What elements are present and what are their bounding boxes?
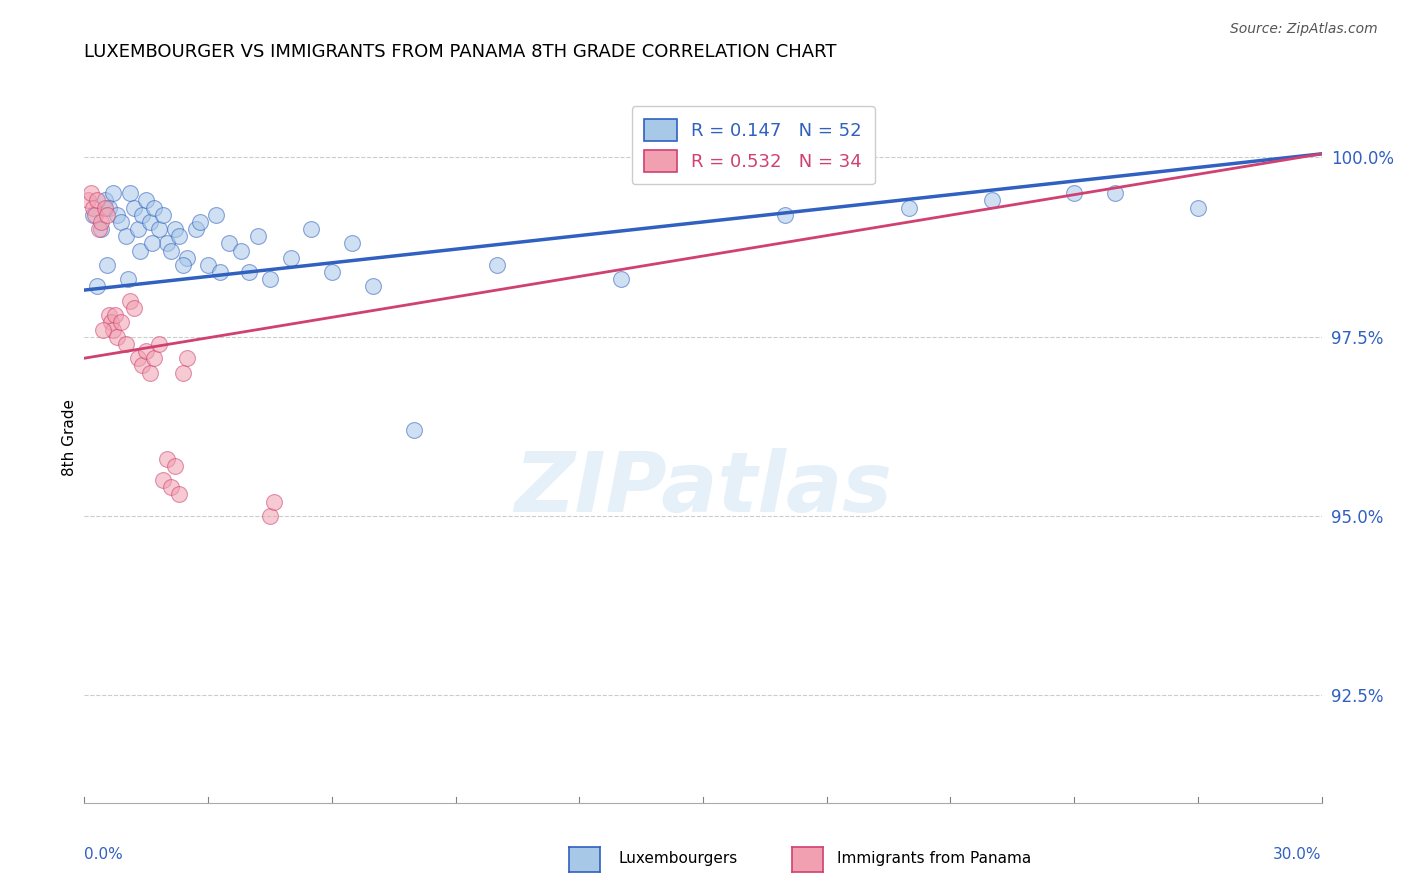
Point bbox=[103, 322, 125, 336]
Point bbox=[135, 344, 157, 359]
Point bbox=[167, 229, 190, 244]
Point bbox=[127, 351, 149, 366]
Point bbox=[122, 201, 145, 215]
Point bbox=[980, 194, 1002, 208]
Point bbox=[94, 201, 117, 215]
Point bbox=[148, 336, 170, 351]
Point bbox=[263, 494, 285, 508]
Point bbox=[96, 208, 118, 222]
Point bbox=[86, 194, 108, 208]
Point bbox=[1104, 186, 1126, 201]
Point bbox=[160, 244, 183, 258]
Point bbox=[1187, 201, 1209, 215]
Point bbox=[197, 258, 219, 272]
Point bbox=[105, 208, 128, 222]
Point bbox=[1063, 186, 1085, 201]
Point bbox=[90, 215, 112, 229]
Point bbox=[184, 222, 207, 236]
Point bbox=[361, 279, 384, 293]
Text: 30.0%: 30.0% bbox=[1274, 847, 1322, 862]
Point bbox=[139, 215, 162, 229]
Point bbox=[280, 251, 302, 265]
Point bbox=[110, 215, 132, 229]
Text: LUXEMBOURGER VS IMMIGRANTS FROM PANAMA 8TH GRADE CORRELATION CHART: LUXEMBOURGER VS IMMIGRANTS FROM PANAMA 8… bbox=[84, 44, 837, 62]
Point bbox=[131, 359, 153, 373]
Point bbox=[160, 480, 183, 494]
Point bbox=[176, 351, 198, 366]
Point bbox=[342, 236, 364, 251]
Text: Immigrants from Panama: Immigrants from Panama bbox=[837, 851, 1031, 865]
Point bbox=[104, 308, 127, 322]
Point bbox=[156, 236, 179, 251]
Point bbox=[83, 208, 105, 222]
Point bbox=[103, 186, 125, 201]
Point bbox=[143, 351, 166, 366]
Point bbox=[79, 186, 101, 201]
Point bbox=[205, 208, 228, 222]
Point bbox=[609, 272, 631, 286]
Point bbox=[259, 272, 281, 286]
Point bbox=[152, 208, 174, 222]
Point bbox=[898, 201, 921, 215]
Point bbox=[94, 194, 117, 208]
Point bbox=[118, 186, 141, 201]
Point bbox=[87, 222, 110, 236]
Point bbox=[100, 315, 122, 329]
Point bbox=[176, 251, 198, 265]
Point bbox=[218, 236, 240, 251]
Point bbox=[117, 272, 139, 286]
Point bbox=[96, 258, 118, 272]
Point bbox=[156, 451, 179, 466]
Point bbox=[105, 329, 128, 343]
Point bbox=[172, 366, 194, 380]
Point bbox=[118, 293, 141, 308]
Text: Luxembourgers: Luxembourgers bbox=[619, 851, 738, 865]
Point bbox=[152, 473, 174, 487]
Point bbox=[238, 265, 260, 279]
Point bbox=[114, 229, 136, 244]
Point bbox=[82, 208, 104, 222]
Point bbox=[259, 508, 281, 523]
Legend: R = 0.147   N = 52, R = 0.532   N = 34: R = 0.147 N = 52, R = 0.532 N = 34 bbox=[631, 106, 875, 185]
Point bbox=[122, 301, 145, 315]
Point bbox=[188, 215, 211, 229]
Y-axis label: 8th Grade: 8th Grade bbox=[62, 399, 77, 475]
Point bbox=[135, 194, 157, 208]
Point bbox=[82, 201, 104, 215]
Point bbox=[165, 458, 187, 473]
Text: ZIPatlas: ZIPatlas bbox=[515, 448, 891, 529]
Text: Source: ZipAtlas.com: Source: ZipAtlas.com bbox=[1230, 22, 1378, 37]
Point bbox=[90, 222, 112, 236]
Point bbox=[139, 366, 162, 380]
Point bbox=[209, 265, 232, 279]
Point bbox=[91, 322, 114, 336]
Point bbox=[143, 201, 166, 215]
Point bbox=[167, 487, 190, 501]
Point bbox=[141, 236, 163, 251]
Point bbox=[129, 244, 152, 258]
Point bbox=[485, 258, 508, 272]
Point bbox=[229, 244, 252, 258]
Point bbox=[775, 208, 797, 222]
Point bbox=[404, 423, 426, 437]
Point bbox=[110, 315, 132, 329]
Point bbox=[77, 194, 100, 208]
Point bbox=[246, 229, 269, 244]
Point bbox=[165, 222, 187, 236]
Point bbox=[131, 208, 153, 222]
Point bbox=[127, 222, 149, 236]
Text: 0.0%: 0.0% bbox=[84, 847, 124, 862]
Point bbox=[321, 265, 343, 279]
Point bbox=[172, 258, 194, 272]
Point bbox=[86, 279, 108, 293]
Point bbox=[98, 201, 121, 215]
Point bbox=[299, 222, 322, 236]
Point bbox=[148, 222, 170, 236]
Point bbox=[98, 308, 121, 322]
Point bbox=[114, 336, 136, 351]
